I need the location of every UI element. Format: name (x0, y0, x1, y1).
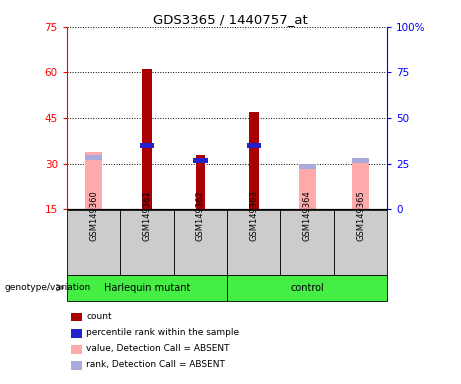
Bar (67, 210, 120, 275)
Bar (247, 143, 261, 148)
Bar (280, 210, 334, 275)
Bar (174, 210, 227, 275)
Text: GSM149364: GSM149364 (302, 190, 312, 241)
Text: percentile rank within the sample: percentile rank within the sample (86, 328, 239, 337)
Text: control: control (290, 283, 324, 293)
Bar (249, 112, 259, 209)
Text: GSM149365: GSM149365 (356, 190, 365, 241)
Bar (120, 210, 174, 275)
Text: count: count (86, 312, 112, 321)
Bar (334, 210, 387, 275)
Text: GSM149360: GSM149360 (89, 190, 98, 241)
Bar (85, 155, 102, 160)
Text: Harlequin mutant: Harlequin mutant (104, 283, 190, 293)
Text: value, Detection Call = ABSENT: value, Detection Call = ABSENT (86, 344, 230, 353)
Text: genotype/variation: genotype/variation (5, 283, 91, 292)
Bar (352, 158, 369, 163)
Text: GDS3365 / 1440757_at: GDS3365 / 1440757_at (153, 13, 308, 26)
Bar (227, 210, 280, 275)
Text: GSM149361: GSM149361 (142, 190, 152, 241)
Bar (299, 167, 316, 209)
Text: GSM149363: GSM149363 (249, 190, 258, 241)
Bar (142, 70, 152, 209)
Bar (67, 275, 227, 301)
Bar (352, 161, 369, 209)
Bar (299, 164, 316, 169)
Bar (140, 143, 154, 148)
Bar (227, 275, 387, 301)
Bar (195, 155, 205, 209)
Text: rank, Detection Call = ABSENT: rank, Detection Call = ABSENT (86, 360, 225, 369)
Bar (193, 158, 207, 163)
Bar (85, 152, 102, 209)
Text: GSM149362: GSM149362 (196, 190, 205, 241)
